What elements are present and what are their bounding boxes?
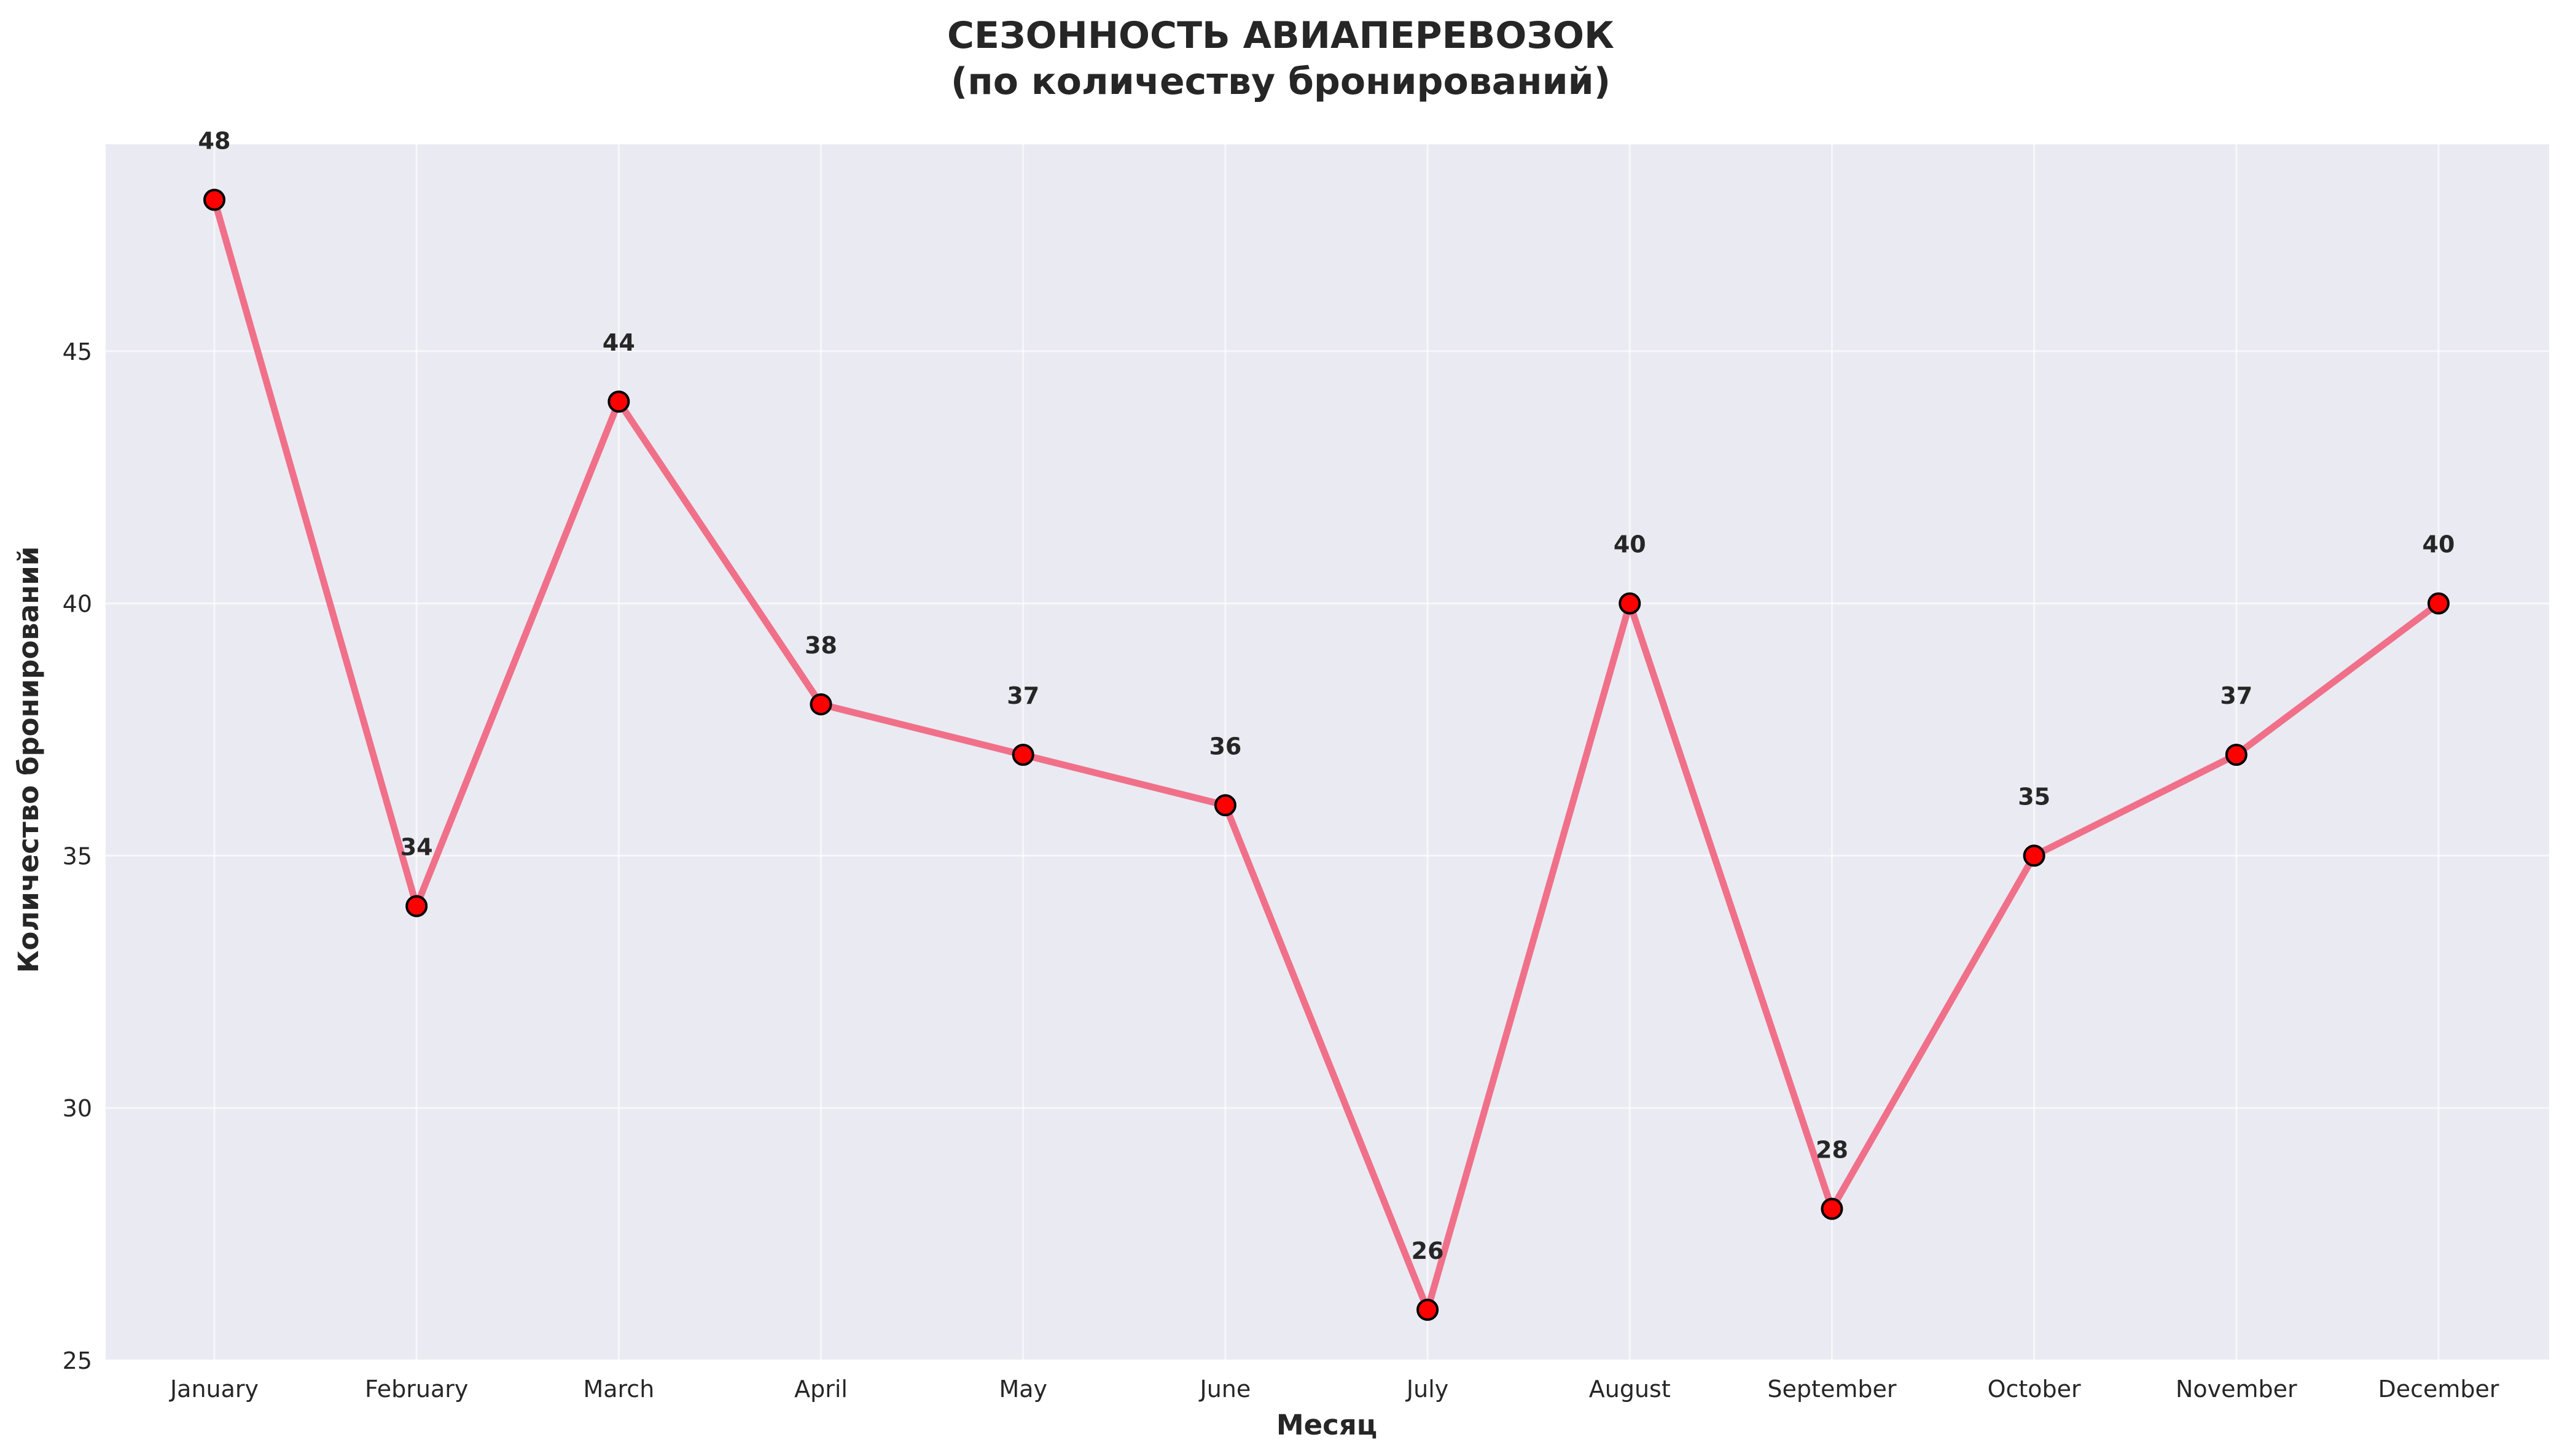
y-axis-label: Количество бронирований	[12, 547, 45, 973]
x-tick-label-january: January	[169, 1376, 259, 1403]
y-tick-label-30: 30	[63, 1095, 92, 1122]
data-point-january	[203, 189, 225, 211]
data-point-april	[810, 693, 832, 715]
x-tick-label-october: October	[1988, 1376, 2081, 1403]
data-point-june	[1214, 794, 1236, 817]
data-point-september	[1821, 1197, 1843, 1220]
data-label-december: 40	[2423, 531, 2455, 558]
y-gridlines	[106, 350, 2549, 1361]
data-point-november	[2225, 744, 2248, 766]
x-tick-labels: January February March April May June July Augu…	[169, 1376, 2499, 1403]
data-label-october: 35	[2018, 783, 2050, 810]
data-label-april: 38	[805, 632, 837, 659]
data-label-september: 28	[1816, 1137, 1848, 1164]
data-label-may: 37	[1007, 682, 1039, 709]
data-point-may	[1012, 744, 1034, 766]
y-tick-label-35: 35	[63, 843, 92, 870]
data-label-august: 40	[1614, 531, 1646, 558]
y-tick-label-25: 25	[63, 1347, 92, 1374]
data-point-july	[1416, 1298, 1439, 1321]
x-tick-label-august: August	[1589, 1376, 1671, 1403]
x-tick-label-december: December	[2378, 1376, 2499, 1403]
y-tick-labels: 25 30 35 40 45	[63, 338, 92, 1374]
x-tick-label-may: May	[999, 1376, 1047, 1403]
x-tick-label-november: November	[2176, 1376, 2297, 1403]
x-tick-label-april: April	[794, 1376, 848, 1403]
data-point-august	[1619, 592, 1641, 615]
x-tick-label-march: March	[583, 1376, 654, 1403]
data-markers	[203, 189, 2450, 1321]
data-point-october	[2023, 844, 2045, 867]
x-tick-label-february: February	[365, 1376, 468, 1403]
data-label-july: 26	[1412, 1237, 1444, 1264]
data-point-december	[2427, 592, 2450, 615]
x-axis-label: Месяц	[1276, 1409, 1377, 1441]
data-label-february: 34	[400, 834, 433, 861]
data-label-january: 48	[198, 127, 231, 154]
y-tick-label-40: 40	[63, 591, 92, 618]
x-tick-label-july: July	[1405, 1376, 1448, 1403]
x-tick-label-june: June	[1199, 1376, 1251, 1403]
data-labels: 48 34 44 38 37 36 26 40 28 35 37 40	[198, 127, 2455, 1264]
chart-title-line1: СЕЗОННОСТЬ АВИАПЕРЕВОЗОК	[947, 14, 1614, 57]
data-label-november: 37	[2220, 682, 2252, 709]
y-tick-label-45: 45	[63, 338, 92, 365]
data-point-february	[405, 895, 428, 917]
series-line	[211, 196, 2442, 1314]
plot-area	[106, 144, 2549, 1360]
data-label-march: 44	[603, 329, 635, 356]
data-point-march	[607, 391, 630, 413]
x-tick-label-september: September	[1767, 1376, 1896, 1403]
chart-title-line2: (по количеству бронирований)	[951, 60, 1611, 103]
x-gridlines	[213, 144, 2440, 1360]
data-label-june: 36	[1209, 733, 1241, 760]
